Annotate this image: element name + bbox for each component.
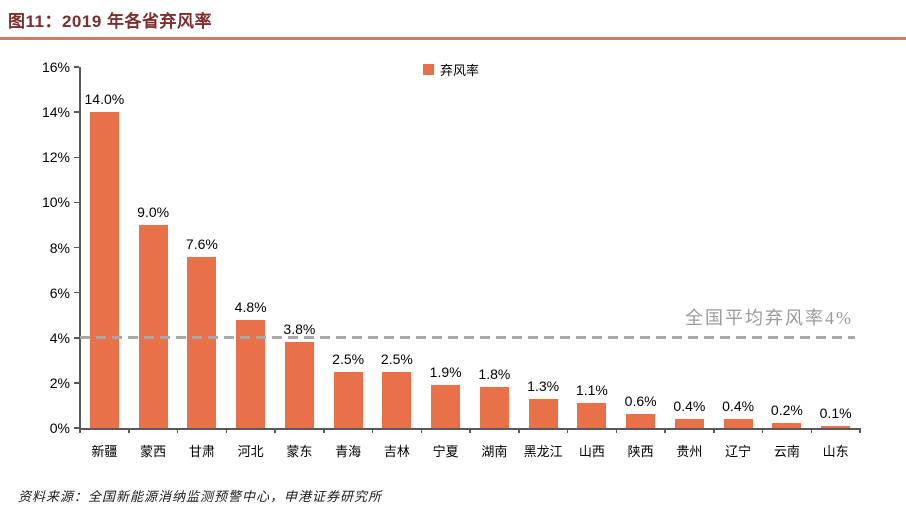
x-tick-mark bbox=[323, 428, 325, 433]
x-tick-mark bbox=[713, 428, 715, 433]
x-tick-mark bbox=[371, 428, 374, 433]
x-axis-label: 宁夏 bbox=[432, 444, 459, 459]
bar-value-label: 0.4% bbox=[673, 398, 706, 414]
y-tick-label: 12% bbox=[41, 149, 70, 166]
figure-title: 图11：2019 年各省弃风率 bbox=[8, 12, 213, 31]
y-tick-mark bbox=[74, 337, 79, 339]
y-tick-mark bbox=[74, 291, 79, 294]
y-tick-mark bbox=[74, 427, 79, 429]
bar bbox=[333, 372, 363, 428]
y-tick-mark bbox=[74, 382, 79, 384]
x-axis-label: 辽宁 bbox=[725, 444, 752, 459]
x-axis-label: 青海 bbox=[335, 444, 362, 459]
bar bbox=[577, 403, 607, 428]
x-tick-mark bbox=[128, 428, 130, 433]
bar bbox=[528, 399, 558, 428]
x-tick-mark bbox=[469, 428, 471, 433]
bar bbox=[138, 225, 168, 428]
x-axis-label: 云南 bbox=[773, 444, 800, 459]
x-tick-mark bbox=[225, 428, 227, 433]
bar bbox=[284, 342, 314, 428]
y-tick-mark bbox=[74, 246, 79, 249]
bar-value-label: 14.0% bbox=[84, 91, 125, 107]
x-axis-label: 陕西 bbox=[627, 444, 654, 459]
x-axis-label: 甘肃 bbox=[188, 444, 215, 459]
x-axis-label: 河北 bbox=[237, 444, 264, 459]
x-axis-label: 黑龙江 bbox=[523, 444, 563, 459]
x-tick-mark bbox=[859, 428, 861, 433]
x-tick-mark bbox=[664, 428, 666, 433]
bar bbox=[89, 112, 119, 428]
bar bbox=[382, 372, 412, 428]
x-axis-label: 山西 bbox=[578, 444, 605, 459]
bar bbox=[626, 414, 656, 428]
bar-value-label: 7.6% bbox=[185, 236, 218, 252]
bar-value-label: 0.2% bbox=[770, 402, 803, 418]
bar bbox=[431, 385, 461, 428]
x-tick-mark bbox=[615, 428, 617, 433]
source-note: 资料来源：全国新能源消纳监测预警中心，申港证券研究所 bbox=[18, 489, 383, 504]
bar-value-label: 9.0% bbox=[137, 204, 170, 220]
bar bbox=[723, 419, 753, 428]
bar-value-label: 0.6% bbox=[624, 393, 657, 409]
reference-line-label: 全国平均弃风率4% bbox=[685, 308, 853, 328]
chart-legend: 弃风率 bbox=[423, 60, 479, 79]
bar-value-label: 1.9% bbox=[429, 364, 462, 380]
bar-value-label: 1.8% bbox=[478, 366, 511, 382]
x-tick-mark bbox=[518, 428, 520, 433]
y-tick-label: 2% bbox=[49, 374, 70, 391]
bar-value-label: 2.5% bbox=[332, 351, 365, 367]
x-tick-mark bbox=[420, 428, 422, 433]
legend-swatch-icon bbox=[423, 64, 434, 75]
y-tick-label: 10% bbox=[41, 194, 70, 211]
x-tick-mark bbox=[761, 428, 764, 433]
y-tick-label: 16% bbox=[41, 59, 70, 75]
bar bbox=[772, 423, 802, 428]
y-tick-mark bbox=[74, 201, 79, 204]
bar-value-label: 4.8% bbox=[234, 299, 267, 315]
title-divider bbox=[0, 37, 906, 40]
x-axis-label: 蒙西 bbox=[140, 444, 167, 459]
y-tick-label: 0% bbox=[49, 420, 70, 436]
y-tick-label: 4% bbox=[49, 329, 70, 346]
x-axis-label: 蒙东 bbox=[286, 444, 313, 459]
bar-value-label: 0.1% bbox=[819, 405, 852, 421]
y-axis-line bbox=[79, 67, 81, 428]
y-tick-mark bbox=[74, 111, 79, 113]
y-tick-label: 6% bbox=[49, 284, 70, 301]
bar-value-label: 1.1% bbox=[575, 382, 608, 398]
y-tick-label: 8% bbox=[49, 239, 70, 256]
bar bbox=[479, 387, 509, 428]
x-tick-mark bbox=[79, 428, 81, 433]
bar-value-label: 1.3% bbox=[527, 378, 560, 394]
bar-chart: 弃风率 全国平均弃风率4% 0% 2% 4% 6% 8% 10% 12% 14% 16% 14.0… bbox=[0, 42, 906, 472]
bar bbox=[674, 419, 704, 428]
y-tick-mark bbox=[74, 156, 79, 158]
bar bbox=[821, 426, 851, 428]
y-tick-mark bbox=[74, 66, 79, 68]
x-axis-label: 山东 bbox=[822, 444, 849, 459]
bar-value-label: 0.4% bbox=[722, 398, 755, 414]
x-axis-label: 贵州 bbox=[676, 444, 703, 459]
x-axis-label: 吉林 bbox=[383, 444, 410, 459]
x-tick-mark bbox=[810, 428, 812, 433]
x-tick-mark bbox=[274, 428, 276, 433]
bar-value-label: 3.8% bbox=[283, 321, 316, 337]
bar-value-label: 2.5% bbox=[380, 351, 413, 367]
bar bbox=[187, 257, 217, 428]
x-axis-label: 湖南 bbox=[481, 444, 508, 459]
x-axis-label: 新疆 bbox=[91, 444, 118, 459]
x-tick-mark bbox=[176, 428, 179, 433]
reference-line bbox=[80, 335, 855, 340]
legend-label: 弃风率 bbox=[440, 63, 480, 78]
y-tick-label: 14% bbox=[41, 104, 70, 121]
x-tick-mark bbox=[566, 428, 569, 433]
